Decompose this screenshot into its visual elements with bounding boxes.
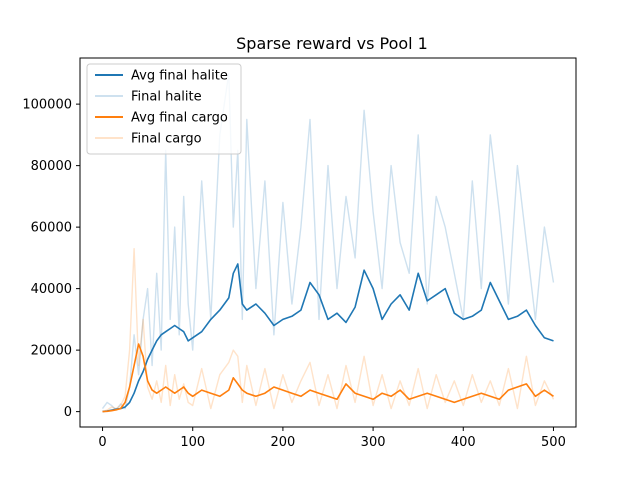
legend: Avg final halite Final halite Avg final ca… [86,63,242,155]
series-line-avg-final-halite [102,263,554,413]
x-axis: 0 100 200 300 400 500 [98,427,566,450]
legend-box [86,63,242,155]
series-line-final-halite [101,72,555,411]
y-tick-label: 20000 [31,344,72,359]
legend-label: Avg final cargo [131,111,228,126]
x-tick-label: 200 [270,435,295,450]
legend-label: Final halite [131,90,202,105]
plot-frame [79,57,577,428]
y-tick-label: 0 [64,405,72,420]
y-axis: 0 20000 40000 60000 80000 100000 [22,98,80,420]
x-tick-label: 0 [98,435,106,450]
series-line-avg-final-cargo [102,343,554,413]
y-tick-label: 80000 [31,159,72,174]
series-line-final-cargo [102,247,555,413]
x-tick-label: 400 [451,435,476,450]
y-tick-label: 40000 [31,282,72,297]
legend-label: Final cargo [131,132,202,147]
chart-title: Sparse reward vs Pool 1 [236,34,428,53]
x-tick-label: 100 [180,435,205,450]
legend-label: Avg final halite [131,69,228,84]
x-tick-label: 500 [541,435,566,450]
series-group [101,72,555,413]
x-tick-label: 300 [361,435,386,450]
y-tick-label: 100000 [22,98,72,113]
y-tick-label: 60000 [31,221,72,236]
